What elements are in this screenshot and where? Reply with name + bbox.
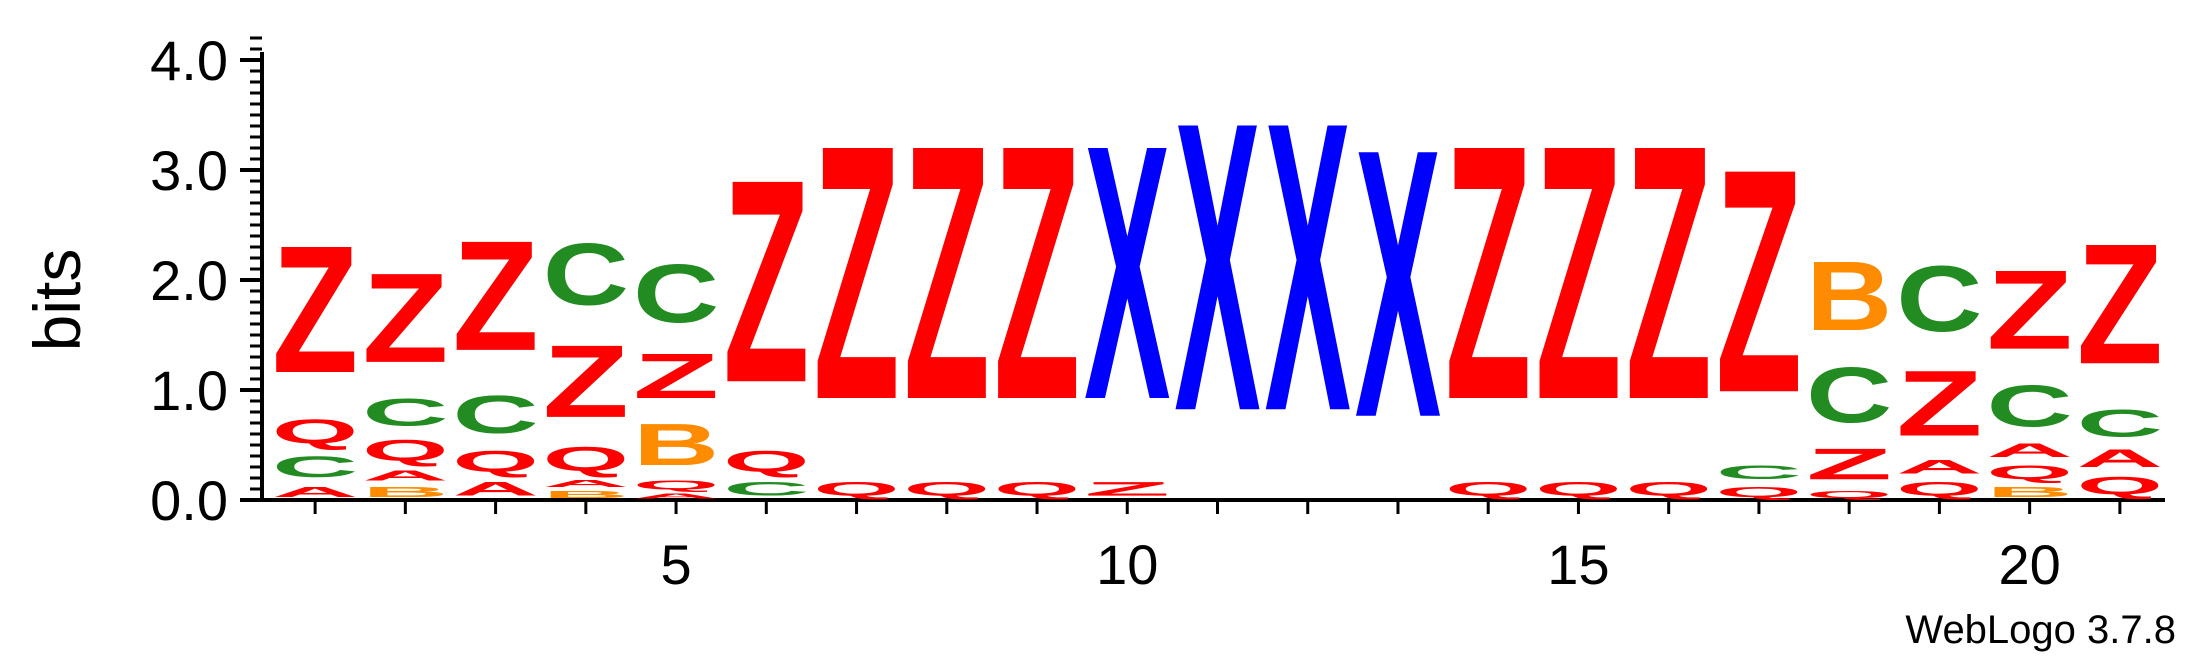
logo-letter-X: X [1265,35,1352,497]
logo-letter-C: C [2077,401,2163,445]
logo-letter-A: A [543,478,629,489]
logo-letter-Q: Q [2077,473,2163,501]
logo-letter-Q: Q [1535,478,1621,500]
logo-letter-Q: Q [723,445,809,478]
logo-letter-B: B [633,412,719,478]
logo-column-14: QZ [1445,70,1531,500]
y-tick-label: 1.0 [150,359,228,422]
logo-letter-C: C [723,478,809,500]
logo-letter-Z: Z [1716,104,1802,460]
logo-letter-Z: Z [1084,478,1170,500]
logo-letter-Q: Q [1806,489,1892,500]
logo-letter-C: C [1716,462,1802,484]
logo-letter-C: C [1806,352,1892,439]
y-tick-label: 4.0 [150,29,228,92]
logo-letter-Z: Z [1896,352,1982,456]
logo-column-7: QZ [813,70,899,500]
logo-letter-Z: Z [813,70,899,476]
logo-column-15: QZ [1535,70,1621,500]
logo-letter-B: B [1987,484,2073,500]
y-axis: 0.0 1.0 2.0 3.0 4.0 [150,29,264,532]
logo-letter-Z: Z [723,121,809,444]
logo-letter-C: C [1987,373,2073,439]
logo-letter-Z: Z [1445,70,1531,476]
x-tick-label: 10 [1096,533,1158,596]
logo-letter-Z: Z [452,208,538,384]
logo-letter-Z: Z [633,341,719,412]
logo-letter-A: A [452,478,538,500]
logo-letter-Q: Q [1445,478,1531,500]
logo-column-13: X [1355,69,1442,498]
logo-letter-Q: Q [994,478,1080,500]
logo-letter-Z: Z [272,209,358,411]
logo-letter-Q: Q [272,412,358,450]
x-tick-label: 15 [1547,533,1609,596]
logo-letter-C: C [362,390,448,434]
logo-letter-B: B [543,489,629,500]
y-tick-label: 0.0 [150,469,228,532]
logo-letter-Z: Z [1987,247,2073,373]
logo-letter-Q: Q [452,445,538,478]
logo-letter-C: C [272,451,358,484]
logo-column-8: QZ [904,70,990,500]
logo-letter-Q: Q [362,434,448,467]
logo-letter-Z: Z [1535,70,1621,476]
logo-letter-A: A [1987,440,2073,462]
logo-letter-B: B [1806,242,1892,352]
logo-letter-C: C [452,384,538,445]
logo-letter-A: A [362,467,448,483]
logo-letter-Z: Z [362,246,448,389]
logo-column-11: X [1174,35,1261,497]
logo-letter-C: C [1896,247,1982,351]
logo-letter-X: X [1174,35,1261,497]
logo-letter-Z: Z [904,70,990,476]
logo-column-6: CQZ [723,121,809,500]
x-axis: 5 10 15 20 [262,498,2165,596]
x-tick-label: 5 [660,533,691,596]
logo-column-12: X [1265,35,1352,497]
y-tick-label: 3.0 [150,139,228,202]
logo-letter-A: A [272,484,358,500]
logo-letter-Z: Z [1806,440,1892,489]
logo-letter-A: A [2077,445,2163,472]
y-axis-label: bits [20,249,94,352]
logo-letter-A: A [1896,456,1982,478]
logo-letter-C: C [543,225,629,323]
logo-column-17: QCZ [1716,104,1802,500]
logo-letter-X: X [1084,69,1171,475]
x-tick-label: 20 [1998,533,2060,596]
logo-letter-B: B [362,484,448,500]
weblogo-credit: WebLogo 3.7.8 [1905,608,2176,652]
logo-letter-Q: Q [543,440,629,478]
logo-letter-C: C [633,247,719,340]
logo-letter-Z: Z [543,324,629,439]
logo-letter-Z: Z [994,70,1080,476]
logo-column-9: QZ [994,70,1080,500]
logo-letter-Z: Z [2077,209,2163,400]
y-tick-label: 2.0 [150,249,228,312]
logo-letter-Q: Q [1716,483,1802,500]
logo-letter-A: A [633,492,719,500]
logo-letter-Q: Q [1896,478,1982,500]
logo-letter-Q: Q [1987,461,2073,483]
logo-column-16: QZ [1626,70,1712,500]
logo-letter-Q: Q [813,478,899,500]
logo-letter-Q: Q [904,478,990,500]
logo-letter-X: X [1355,69,1442,498]
logo-letter-Z: Z [1626,70,1712,476]
logo-letter-Q: Q [633,478,719,492]
logo-letter-Q: Q [1626,478,1712,500]
logo-column-10: ZX [1084,69,1171,500]
